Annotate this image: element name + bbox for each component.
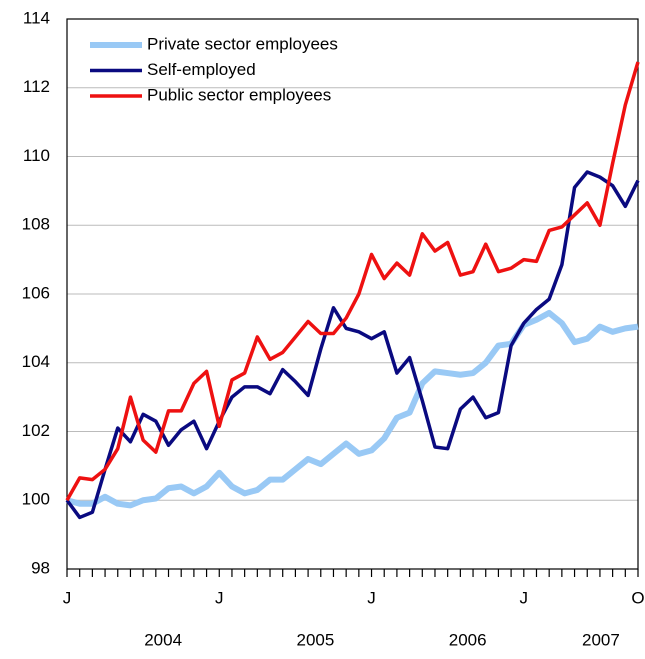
x-tick-label: J (215, 588, 224, 607)
y-tick-label: 100 (22, 490, 50, 509)
legend-label: Private sector employees (147, 34, 338, 53)
x-group-label: 2007 (582, 630, 620, 649)
y-tick-label: 106 (22, 283, 50, 302)
data-line (66, 309, 639, 509)
legend-label: Public sector employees (147, 85, 331, 104)
x-group-label: 2005 (296, 630, 334, 649)
y-tick-label: 104 (22, 352, 50, 371)
x-group-label: 2004 (144, 630, 182, 649)
y-tick-label: 112 (23, 77, 50, 96)
plot-frame (66, 18, 639, 570)
y-tick-label: 98 (31, 558, 50, 577)
data-line (65, 61, 640, 502)
y-tick-label: 102 (22, 421, 50, 440)
x-tick-label: J (63, 588, 72, 607)
y-tick-label: 114 (23, 8, 50, 27)
y-tick-label: 110 (23, 146, 50, 165)
x-tick-label: O (631, 588, 644, 607)
x-tick-label: J (367, 588, 376, 607)
x-group-label: 2006 (449, 630, 487, 649)
x-tick-label: J (520, 588, 529, 607)
data-line (65, 170, 640, 520)
y-tick-label: 108 (22, 215, 50, 234)
legend-label: Self-employed (147, 60, 256, 79)
